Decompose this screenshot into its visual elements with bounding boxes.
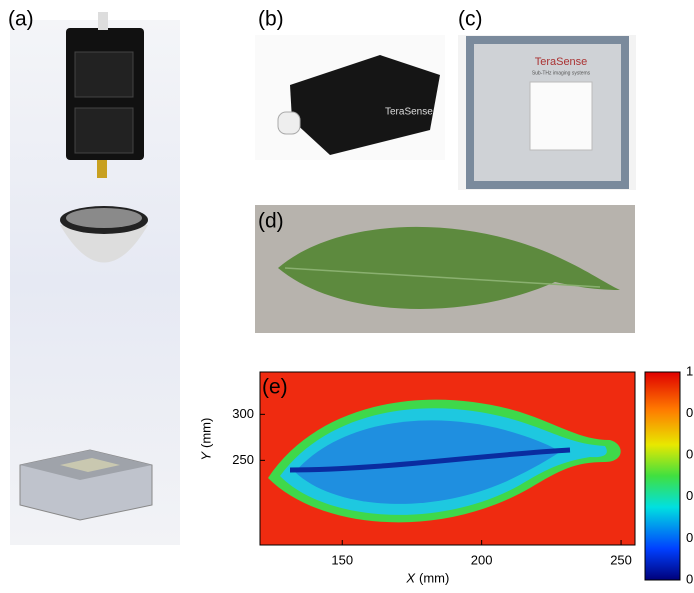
x-label-var: X <box>405 570 416 585</box>
panel-label: (d) <box>258 210 284 233</box>
camera-panel <box>75 52 133 97</box>
colorbar-label: 0 <box>686 571 693 586</box>
x-tick-label: 150 <box>331 552 353 567</box>
camera-panel <box>75 108 133 153</box>
colorbar-label: 0 <box>686 488 693 503</box>
panel-label: (e) <box>262 376 288 399</box>
figure: TeraSense TeraSense Sub-THz imaging syst… <box>0 0 694 593</box>
x-label-unit: (mm) <box>419 570 449 585</box>
camera-mount <box>97 160 107 178</box>
colorbar <box>645 372 680 580</box>
colorbar-label: 1 <box>686 363 693 378</box>
panel-label: (c) <box>458 8 483 31</box>
brand-text: TeraSense <box>385 107 433 118</box>
y-tick-label: 300 <box>232 406 254 421</box>
panel-label: (b) <box>258 8 284 31</box>
colorbar-label: 0 <box>686 530 693 545</box>
brand-tagline: Sub-THz imaging systems <box>532 70 591 76</box>
brand-text: TeraSense <box>535 56 588 68</box>
camera-window <box>530 82 592 150</box>
x-tick-label: 200 <box>471 552 493 567</box>
y-label-var: Y <box>198 451 213 461</box>
lens-surface <box>66 208 142 228</box>
camera-connector <box>98 12 108 30</box>
panel-label: (a) <box>8 8 34 31</box>
source-output <box>278 112 300 134</box>
x-tick-label: 250 <box>610 552 632 567</box>
colorbar-label: 0 <box>686 447 693 462</box>
y-tick-label: 250 <box>232 452 254 467</box>
y-label-unit: (mm) <box>198 418 213 448</box>
colorbar-label: 0 <box>686 405 693 420</box>
